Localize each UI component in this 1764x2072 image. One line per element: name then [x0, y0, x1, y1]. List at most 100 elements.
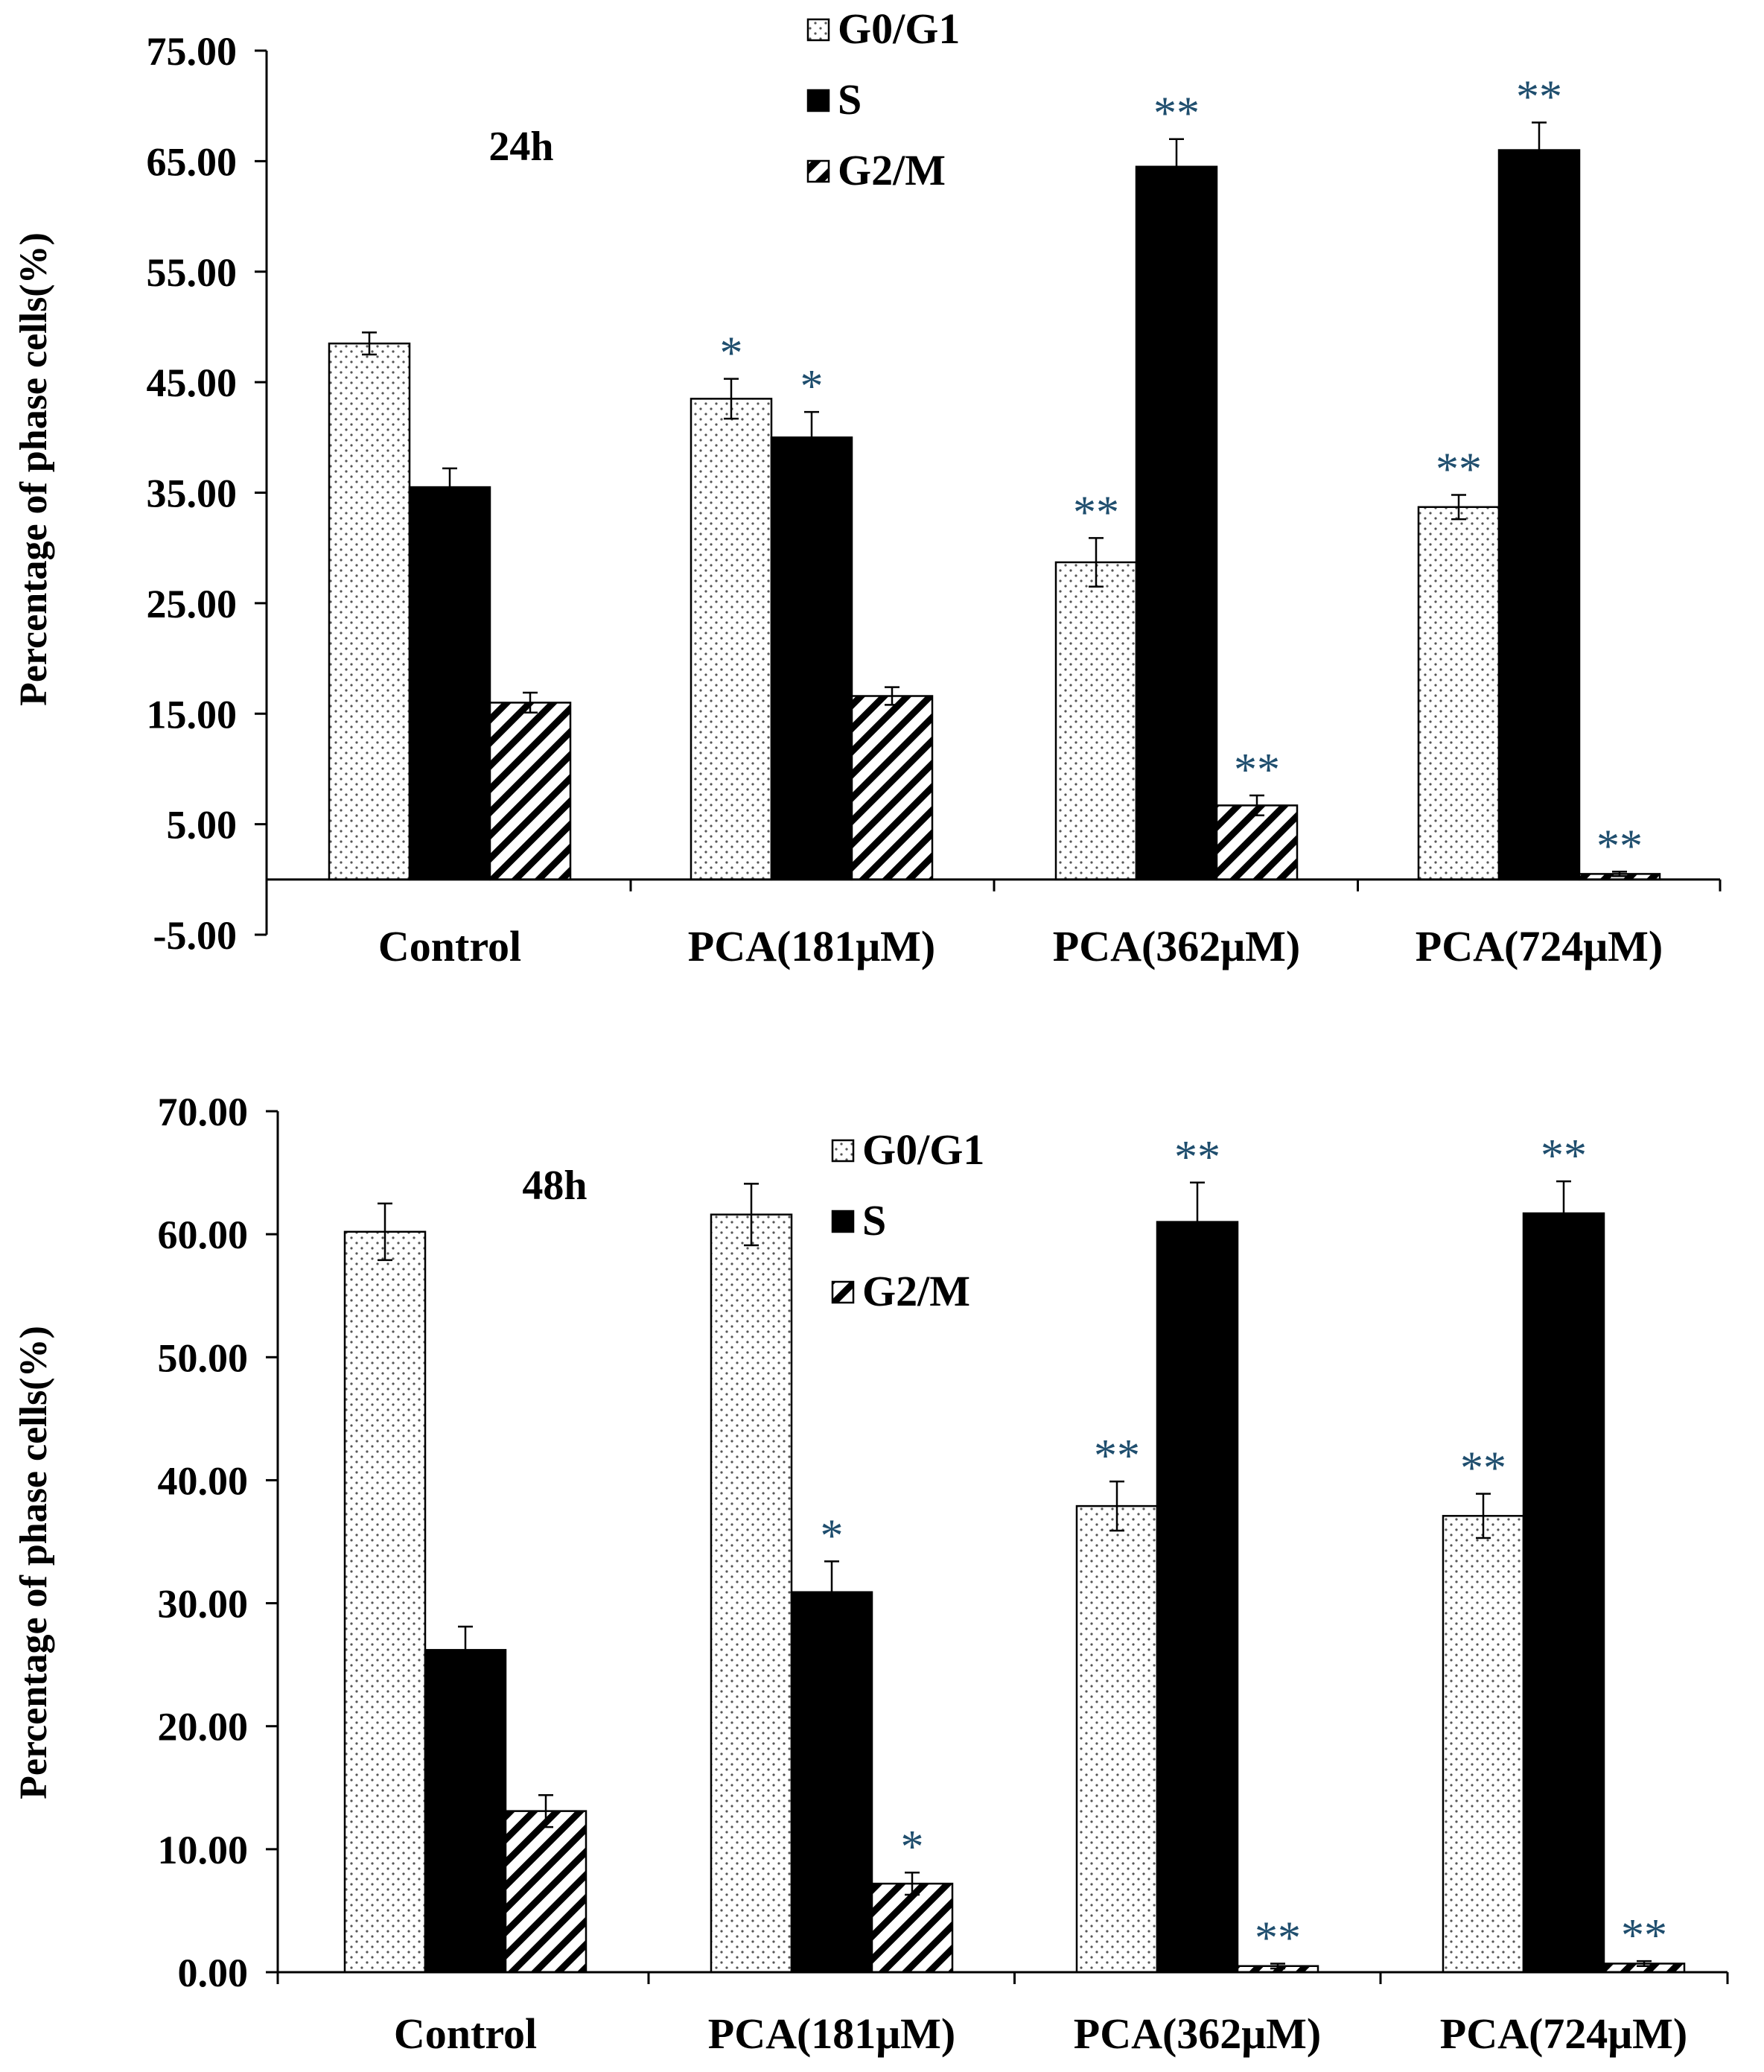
legend-label: G2/M: [838, 146, 946, 194]
y-tick-label: 15.00: [147, 692, 238, 737]
bar-g0-g1-1: [710, 1213, 793, 1974]
error-bar: [1249, 794, 1264, 817]
y-tick-label: 45.00: [147, 360, 238, 405]
significance-label: **: [1621, 1910, 1667, 1961]
significance-label: **: [1436, 444, 1482, 495]
error-bar: [1190, 1181, 1205, 1262]
y-tick-label: -5.00: [153, 913, 237, 958]
panel-title: 24h: [488, 124, 553, 170]
significance-label: **: [1234, 745, 1280, 795]
error-bar: [724, 378, 739, 420]
significance-label: *: [720, 328, 743, 379]
error-bar: [523, 691, 538, 714]
legend-label: G0/G1: [838, 4, 960, 53]
bar-g2-m-1: [850, 695, 934, 881]
error-bar: [1109, 1480, 1124, 1532]
bar-g0-g1-3: [1442, 1515, 1525, 1974]
error-bar: [1270, 1963, 1285, 1970]
error-bar: [1637, 1960, 1652, 1967]
bar-s-3: [1522, 1212, 1605, 1974]
significance-label: **: [1460, 1443, 1506, 1494]
error-bar: [1089, 537, 1104, 588]
legend-swatch: [831, 1210, 855, 1233]
bar-g2-m-0: [504, 1810, 588, 1974]
significance-label: **: [1153, 89, 1200, 139]
significance-label: **: [1073, 487, 1119, 538]
legend-label: S: [862, 1196, 886, 1245]
bar-s-3: [1497, 149, 1581, 881]
y-tick-label: 30.00: [158, 1582, 249, 1627]
error-bar: [1532, 121, 1547, 179]
y-axis-label: Percentage of phase cells(%): [13, 232, 55, 706]
y-tick-label: 5.00: [167, 803, 238, 848]
bar-s-0: [424, 1649, 507, 1974]
bar-g0-g1-0: [328, 342, 411, 881]
error-bar: [804, 410, 819, 464]
bar-g0-g1-0: [343, 1230, 427, 1974]
significance-label: *: [901, 1822, 924, 1872]
legend-swatch: [806, 18, 830, 42]
significance-label: **: [1541, 1131, 1587, 1181]
legend: G0/G1 S G2/M: [806, 4, 960, 194]
error-bar: [378, 1202, 392, 1262]
x-tick-label: PCA(181μM): [708, 2009, 955, 2058]
error-bar: [458, 1625, 473, 1674]
significance-label: *: [800, 361, 824, 412]
error-bar: [744, 1183, 759, 1247]
error-bar: [824, 1560, 839, 1624]
y-tick-label: 20.00: [158, 1705, 249, 1750]
significance-label: **: [1094, 1431, 1140, 1481]
chart-panel-24h: ************** -5.005.0015.0025.0035.004…: [13, 4, 1722, 970]
legend-label: G0/G1: [862, 1125, 984, 1174]
x-tick-label: PCA(362μM): [1074, 2009, 1321, 2058]
error-bar: [1476, 1493, 1491, 1539]
y-tick-label: 25.00: [147, 582, 238, 626]
y-tick-label: 60.00: [158, 1213, 249, 1257]
x-tick-label: Control: [394, 2009, 537, 2058]
chart-panel-48h: ************** 0.0010.0020.0030.0040.005…: [13, 1090, 1729, 2058]
y-tick-label: 10.00: [158, 1828, 249, 1872]
y-tick-label: 40.00: [158, 1458, 249, 1503]
error-bar: [442, 467, 457, 507]
bar-g2-m-0: [488, 702, 572, 881]
panel-title: 48h: [522, 1163, 587, 1209]
legend-swatch: [831, 1280, 855, 1304]
y-tick-label: 70.00: [158, 1090, 249, 1134]
error-bar: [1612, 871, 1627, 877]
x-tick-label: PCA(362μM): [1053, 922, 1300, 970]
y-tick-label: 35.00: [147, 471, 238, 516]
x-tick-label: PCA(724μM): [1440, 2009, 1687, 2058]
significance-label: **: [1174, 1132, 1220, 1183]
legend-swatch: [806, 159, 830, 183]
bar-s-1: [790, 1591, 873, 1974]
bar-s-2: [1156, 1221, 1239, 1974]
x-tick-label: PCA(181μM): [688, 922, 935, 970]
bar-g2-m-2: [1215, 804, 1299, 881]
legend-label: G2/M: [862, 1267, 970, 1315]
bar-g0-g1-3: [1417, 506, 1500, 881]
error-bar: [538, 1793, 553, 1828]
y-tick-label: 0.00: [178, 1951, 249, 1995]
bar-g2-m-1: [870, 1882, 954, 1974]
significance-label: **: [1255, 1913, 1301, 1963]
y-tick-label: 75.00: [147, 29, 238, 74]
error-bar: [885, 686, 899, 706]
bar-s-2: [1135, 165, 1218, 881]
y-tick-label: 65.00: [147, 139, 238, 184]
legend-label: S: [838, 75, 862, 124]
legend-swatch: [831, 1139, 855, 1163]
y-tick-label: 55.00: [147, 250, 238, 295]
y-axis-label: Percentage of phase cells(%): [13, 1326, 55, 1799]
bar-g0-g1-2: [1075, 1504, 1159, 1974]
significance-label: **: [1596, 821, 1643, 871]
error-bar: [1556, 1180, 1571, 1247]
error-bar: [905, 1871, 920, 1896]
legend-swatch: [806, 89, 830, 112]
bar-g0-g1-1: [690, 398, 773, 881]
bar-s-1: [770, 436, 853, 881]
legend: G0/G1 S G2/M: [831, 1125, 984, 1315]
error-bar: [1169, 138, 1184, 196]
significance-label: *: [821, 1510, 844, 1561]
y-tick-label: 50.00: [158, 1335, 249, 1380]
